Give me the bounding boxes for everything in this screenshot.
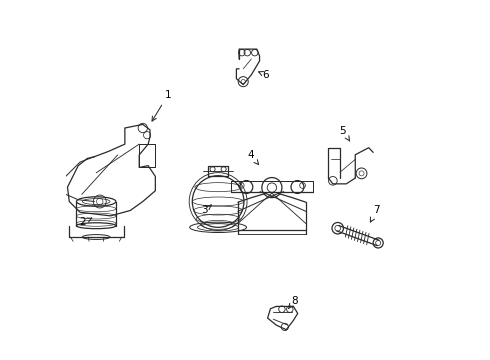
Text: 1: 1	[152, 90, 171, 121]
Text: 2: 2	[79, 217, 92, 227]
Text: 4: 4	[247, 150, 259, 165]
Text: 8: 8	[288, 296, 298, 309]
Text: 7: 7	[370, 206, 380, 222]
Text: 6: 6	[259, 70, 269, 80]
Text: 5: 5	[340, 126, 349, 141]
Text: 3: 3	[201, 205, 211, 215]
